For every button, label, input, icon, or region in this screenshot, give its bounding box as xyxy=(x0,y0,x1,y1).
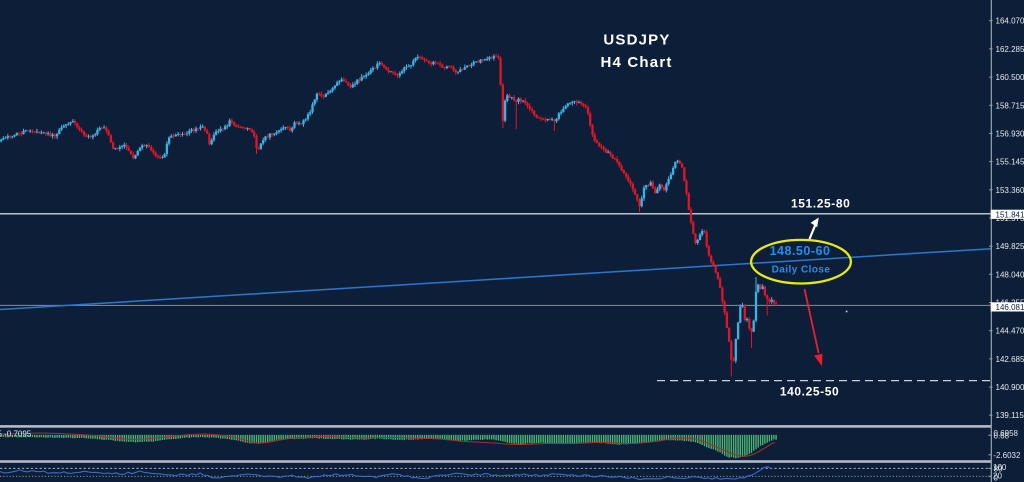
svg-text:151.25-80: 151.25-80 xyxy=(791,197,850,211)
svg-text:100: 100 xyxy=(993,463,1007,472)
svg-text:162.285: 162.285 xyxy=(996,45,1024,54)
svg-text:20: 20 xyxy=(993,471,1002,480)
svg-text:H4 Chart: H4 Chart xyxy=(600,54,672,71)
svg-text:155.145: 155.145 xyxy=(996,158,1024,167)
svg-text:151.841: 151.841 xyxy=(996,210,1024,219)
svg-text:0.6958: 0.6958 xyxy=(994,429,1019,438)
svg-text:139.115: 139.115 xyxy=(996,411,1024,420)
svg-text:144.470: 144.470 xyxy=(996,327,1024,336)
svg-text:142.685: 142.685 xyxy=(996,355,1024,364)
svg-text:Daily Close: Daily Close xyxy=(772,264,831,275)
svg-text:140.900: 140.900 xyxy=(996,383,1024,392)
svg-text:149.825: 149.825 xyxy=(996,242,1024,251)
svg-text:-2.6032: -2.6032 xyxy=(993,451,1021,460)
svg-text:153.360: 153.360 xyxy=(996,186,1024,195)
svg-text:164.070: 164.070 xyxy=(996,17,1024,26)
svg-text:148.040: 148.040 xyxy=(996,270,1024,279)
svg-text:0.68: 0.68 xyxy=(994,432,1010,441)
svg-text:160.500: 160.500 xyxy=(996,73,1024,82)
svg-text:158.715: 158.715 xyxy=(996,101,1024,110)
svg-text:140.25-50: 140.25-50 xyxy=(780,385,839,399)
svg-text:35 -0.7095: 35 -0.7095 xyxy=(0,430,32,439)
svg-text:148.50-60: 148.50-60 xyxy=(770,244,831,258)
svg-text:156.930: 156.930 xyxy=(996,129,1024,138)
svg-text:USDJPY: USDJPY xyxy=(603,32,670,49)
svg-text:146.081: 146.081 xyxy=(996,303,1024,312)
svg-text:0: 0 xyxy=(994,473,999,482)
svg-text:80: 80 xyxy=(994,464,1003,473)
